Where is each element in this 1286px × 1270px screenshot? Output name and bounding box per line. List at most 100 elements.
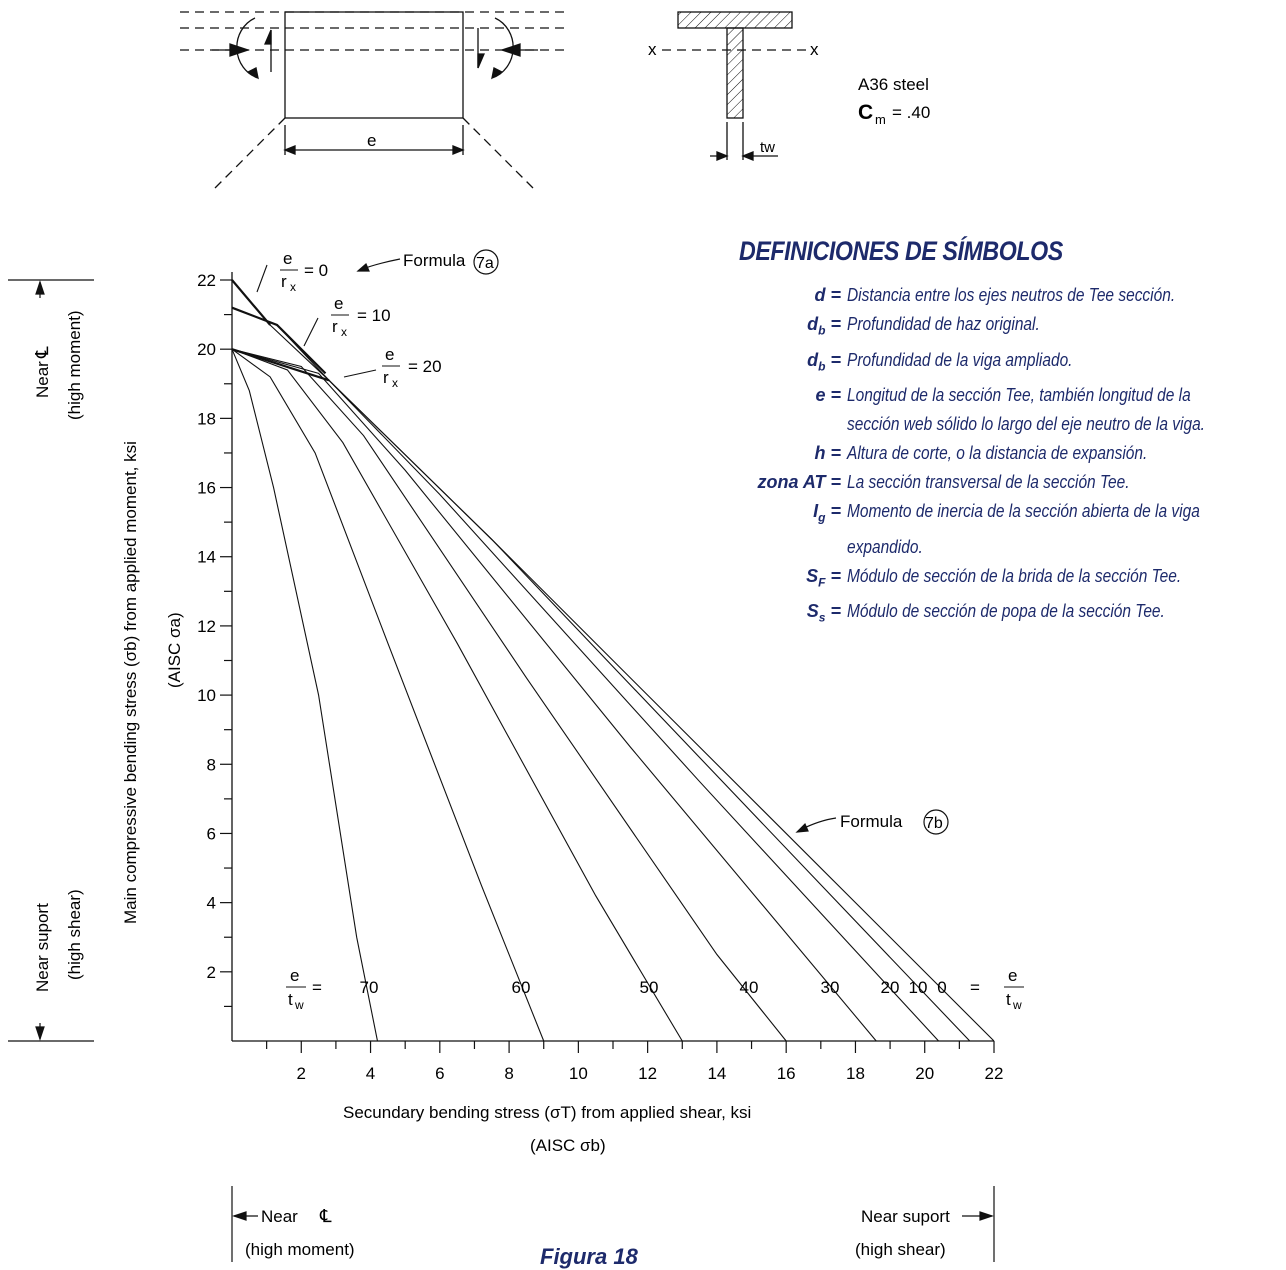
series-line-30	[231, 348, 877, 1042]
definitions-list: d = Distancia entre los ejes neutros de T…	[735, 281, 1280, 633]
steel-grade: A36 steel	[858, 75, 929, 94]
x-axis-sublabel: (AISC σb)	[530, 1136, 606, 1155]
frac-den-sub: w	[294, 998, 304, 1012]
e-tw-suffix: =	[970, 978, 980, 997]
x-tick-label: 20	[915, 1064, 934, 1083]
series-line-40	[231, 348, 787, 1042]
bottom-brackets	[231, 1186, 995, 1262]
y-axis-sublabel: (AISC σa)	[165, 612, 184, 688]
x-tick-label: 16	[777, 1064, 796, 1083]
frac-den: r	[281, 272, 287, 291]
e-rx-20-label: e r x = 20	[343, 345, 442, 390]
frac-den: r	[332, 317, 338, 336]
web-thickness-label: tw	[760, 139, 775, 156]
series-label-30: 30	[821, 978, 840, 997]
definition-row: sección web sólido lo largo del eje neut…	[735, 410, 1280, 439]
x-tick-label: 22	[985, 1064, 1004, 1083]
series-label-0: 0	[937, 978, 946, 997]
beam-schematic	[180, 11, 566, 189]
formula-7a-label: Formula	[403, 251, 466, 270]
definition-symbol: h =	[814, 443, 841, 464]
bottom-right-sub: (high shear)	[855, 1240, 946, 1259]
definition-row: Ig = Momento de inercia de la sección abi…	[735, 497, 1280, 533]
definition-row: d = Distancia entre los ejes neutros de T…	[735, 281, 1280, 310]
x-tick-label: 14	[707, 1064, 726, 1083]
e-rx-10-label: e r x = 10	[303, 294, 391, 347]
x-tick-label: 6	[435, 1064, 444, 1083]
centerline-symbol-left: ℄	[32, 346, 52, 359]
e-tw-prefix: =	[312, 978, 322, 997]
x-tick-label: 10	[569, 1064, 588, 1083]
e-rx-0-label: e r x = 0	[256, 249, 328, 294]
definition-text: Momento de inercia de la sección abierta…	[847, 501, 1200, 522]
cm-subscript: m	[875, 112, 886, 127]
series-line-60	[231, 348, 545, 1042]
definition-text: Profundidad de la viga ampliado.	[847, 349, 1073, 370]
centerline-symbol-bottom: ℄	[319, 1206, 332, 1226]
definition-row: zona AT = La sección transversal de la se…	[735, 468, 1280, 497]
definition-symbol: SF =	[806, 565, 841, 590]
definition-row: Ss = Módulo de sección de popa de la secc…	[735, 597, 1280, 633]
formula-7b-label: Formula	[840, 812, 903, 831]
definition-symbol: db =	[807, 349, 841, 374]
y-tick-label: 10	[197, 686, 216, 705]
left-bottom-sub: (high shear)	[65, 889, 84, 980]
formula-7a-number: 7a	[476, 255, 494, 272]
y-tick-label: 18	[197, 409, 216, 428]
formula-7b-pointer	[795, 809, 949, 835]
definition-symbol: db =	[807, 314, 841, 338]
e-rx-20-value: = 20	[408, 357, 442, 376]
figure-caption: Figura 18	[540, 1244, 638, 1269]
x-tick-label: 2	[297, 1064, 306, 1083]
frac-den: t	[1006, 990, 1011, 1009]
series-label-40: 40	[740, 978, 759, 997]
definition-row: db = Profundidad de la viga ampliado.	[735, 346, 1280, 382]
definition-text: Longitud de la sección Tee, también long…	[847, 385, 1191, 406]
y-tick-label: 8	[207, 755, 216, 774]
definitions-title: DEFINICIONES DE SÍMBOLOS	[739, 236, 1063, 266]
definition-symbol: zona AT =	[757, 472, 841, 493]
x-tick-label: 12	[638, 1064, 657, 1083]
cm-symbol: C	[858, 101, 873, 124]
bottom-left-sub: (high moment)	[245, 1240, 355, 1259]
y-tick-label: 16	[197, 479, 216, 498]
e-tw-right-label: = e t w	[970, 966, 1024, 1012]
series-label-70: 70	[360, 978, 379, 997]
tee-section	[662, 11, 812, 161]
definition-row: SF = Módulo de sección de la brida de la …	[735, 562, 1280, 598]
series-label-10: 10	[909, 978, 928, 997]
definition-row: h = Altura de corte, o la distancia de ex…	[735, 439, 1280, 468]
definition-text: Profundidad de haz original.	[847, 314, 1040, 334]
definition-row: e = Longitud de la sección Tee, también l…	[735, 381, 1280, 410]
axis-label-right: x	[810, 40, 819, 59]
definition-text: sección web sólido lo largo del eje neut…	[847, 414, 1205, 435]
x-tick-label: 4	[366, 1064, 375, 1083]
e-rx-0-value: = 0	[304, 261, 328, 280]
frac-num: e	[385, 345, 394, 364]
axis-label-left: x	[648, 40, 657, 59]
series-label-50: 50	[640, 978, 659, 997]
formula-7b-number: 7b	[925, 815, 943, 832]
e-rx-curve-0	[231, 279, 271, 326]
series-label-60: 60	[512, 978, 531, 997]
y-tick-label: 4	[207, 894, 216, 913]
series-line-50	[231, 348, 683, 1042]
definition-symbol: Ss =	[806, 601, 841, 625]
y-tick-label: 14	[197, 548, 216, 567]
left-bottom-label: Near suport	[33, 903, 52, 992]
bottom-right-label: Near suport	[861, 1207, 950, 1226]
left-top-label: Near	[33, 361, 52, 398]
x-tick-label: 8	[504, 1064, 513, 1083]
formula-7a-pointer	[356, 249, 499, 275]
frac-num: e	[283, 249, 292, 268]
series-label-20: 20	[881, 978, 900, 997]
definition-text: Distancia entre los ejes neutros de Tee …	[847, 285, 1176, 305]
e-tw-left-label: e t w =	[286, 966, 322, 1012]
x-ticks: 2 4 6 8 10 12 14 16 18 20 22	[266, 1041, 1004, 1083]
cm-value: = .40	[892, 103, 930, 122]
frac-num: e	[290, 966, 299, 985]
frac-num: e	[1008, 966, 1017, 985]
beam-dimension-label: e	[367, 131, 376, 150]
definition-row: db = Profundidad de haz original.	[735, 310, 1280, 346]
